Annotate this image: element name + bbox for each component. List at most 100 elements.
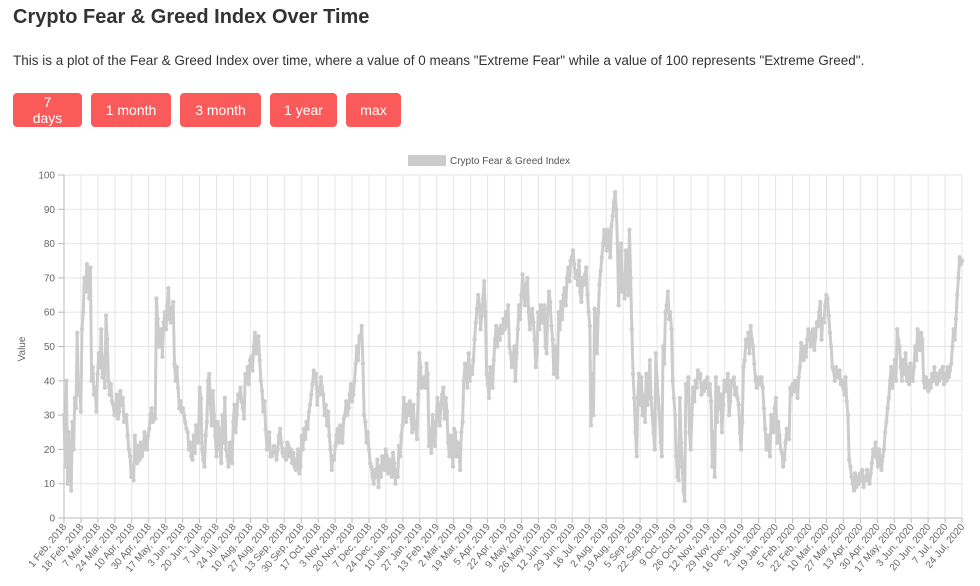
data-point[interactable]	[389, 474, 394, 480]
data-point[interactable]	[475, 292, 481, 298]
data-point[interactable]	[399, 433, 404, 438]
data-point[interactable]	[198, 395, 204, 401]
data-point[interactable]	[632, 395, 637, 401]
data-point[interactable]	[237, 395, 242, 401]
data-point[interactable]	[934, 382, 939, 387]
data-point[interactable]	[754, 385, 759, 390]
data-point[interactable]	[932, 364, 937, 370]
data-point[interactable]	[846, 457, 852, 462]
data-point[interactable]	[562, 285, 567, 291]
data-point[interactable]	[689, 412, 695, 418]
data-point[interactable]	[718, 392, 723, 397]
data-point[interactable]	[573, 275, 578, 281]
data-point[interactable]	[945, 364, 950, 370]
data-point[interactable]	[630, 371, 636, 377]
data-point[interactable]	[576, 258, 582, 263]
data-point[interactable]	[939, 375, 944, 380]
data-point[interactable]	[279, 440, 284, 445]
data-point[interactable]	[397, 454, 403, 459]
data-point[interactable]	[87, 296, 92, 301]
data-point[interactable]	[184, 426, 189, 432]
data-point[interactable]	[304, 419, 309, 425]
data-point[interactable]	[864, 467, 870, 473]
data-point[interactable]	[814, 320, 819, 325]
data-point[interactable]	[806, 327, 811, 332]
data-point[interactable]	[391, 460, 397, 466]
data-point[interactable]	[843, 375, 848, 380]
data-point[interactable]	[650, 412, 655, 418]
data-point[interactable]	[680, 464, 685, 469]
data-point[interactable]	[96, 351, 102, 356]
data-point[interactable]	[666, 316, 672, 322]
data-point[interactable]	[803, 354, 809, 359]
data-point[interactable]	[704, 385, 709, 390]
data-point[interactable]	[385, 471, 391, 476]
data-point[interactable]	[187, 440, 193, 445]
data-point[interactable]	[944, 378, 949, 383]
data-point[interactable]	[185, 430, 190, 435]
data-point[interactable]	[738, 447, 744, 452]
data-point[interactable]	[427, 426, 433, 432]
data-point[interactable]	[610, 213, 615, 219]
data-point[interactable]	[657, 412, 662, 418]
data-point[interactable]	[228, 447, 234, 452]
data-point[interactable]	[347, 392, 352, 397]
data-point[interactable]	[195, 430, 200, 435]
data-point[interactable]	[202, 464, 207, 469]
data-point[interactable]	[528, 316, 534, 322]
data-point[interactable]	[83, 289, 88, 294]
data-point[interactable]	[891, 371, 896, 377]
data-point[interactable]	[560, 316, 565, 322]
data-point[interactable]	[311, 368, 316, 373]
data-point[interactable]	[247, 358, 253, 363]
data-point[interactable]	[597, 282, 602, 287]
data-point[interactable]	[580, 275, 585, 281]
data-point[interactable]	[365, 430, 370, 435]
data-point[interactable]	[923, 375, 929, 380]
data-point[interactable]	[155, 316, 160, 322]
data-point[interactable]	[668, 310, 673, 315]
data-point[interactable]	[606, 234, 612, 239]
data-point[interactable]	[121, 419, 127, 425]
data-point[interactable]	[868, 471, 873, 476]
data-point[interactable]	[231, 419, 236, 425]
data-point[interactable]	[336, 440, 342, 445]
data-point[interactable]	[520, 272, 525, 277]
data-point[interactable]	[720, 402, 726, 408]
data-point[interactable]	[852, 471, 858, 476]
data-point[interactable]	[896, 337, 901, 342]
data-point[interactable]	[460, 419, 465, 425]
data-point[interactable]	[70, 419, 75, 425]
data-point[interactable]	[768, 412, 774, 418]
data-point[interactable]	[512, 344, 517, 349]
data-point[interactable]	[743, 337, 749, 342]
data-point[interactable]	[850, 481, 855, 486]
data-point[interactable]	[165, 303, 170, 308]
data-point[interactable]	[423, 385, 428, 390]
data-point[interactable]	[244, 378, 249, 383]
data-point[interactable]	[546, 289, 552, 294]
data-point[interactable]	[271, 443, 277, 449]
data-point[interactable]	[402, 406, 408, 411]
data-point[interactable]	[318, 375, 324, 380]
data-point[interactable]	[747, 351, 752, 356]
data-point[interactable]	[605, 227, 611, 233]
data-point[interactable]	[916, 337, 921, 342]
data-point[interactable]	[360, 361, 366, 366]
data-point[interactable]	[469, 371, 475, 377]
data-point[interactable]	[537, 327, 542, 332]
data-point[interactable]	[938, 368, 943, 373]
data-point[interactable]	[810, 327, 816, 332]
data-point[interactable]	[664, 303, 669, 308]
data-point[interactable]	[518, 316, 523, 322]
data-point[interactable]	[456, 447, 462, 452]
data-point[interactable]	[506, 303, 511, 308]
data-point[interactable]	[888, 364, 894, 370]
data-point[interactable]	[172, 361, 177, 366]
data-point[interactable]	[429, 450, 434, 456]
data-point[interactable]	[408, 412, 414, 418]
data-point[interactable]	[707, 382, 713, 387]
data-point[interactable]	[808, 344, 813, 349]
data-point[interactable]	[370, 474, 375, 480]
data-point[interactable]	[909, 371, 914, 377]
